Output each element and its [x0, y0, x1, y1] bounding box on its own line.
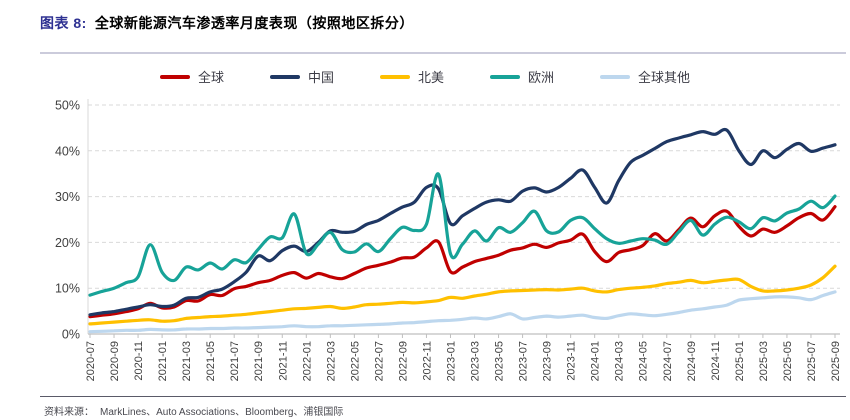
svg-text:2024-07: 2024-07	[662, 341, 674, 381]
legend-item-global: 全球	[159, 67, 224, 86]
legend-swatch-europe	[490, 74, 520, 79]
legend-item-rest-of-world: 全球其他	[600, 67, 690, 86]
legend-item-china: 中国	[269, 67, 334, 86]
legend-label-rest-of-world: 全球其他	[638, 70, 691, 85]
gridlines	[88, 104, 840, 289]
svg-text:2023-11: 2023-11	[566, 341, 578, 381]
svg-text:50%: 50%	[55, 99, 80, 113]
chart-legend: 全球 中国 北美 欧洲 全球其他	[0, 67, 850, 86]
series-rest-of-world	[88, 290, 837, 334]
svg-text:2021-09: 2021-09	[253, 341, 265, 381]
legend-item-europe: 欧洲	[490, 67, 554, 86]
svg-text:2020-11: 2020-11	[133, 341, 145, 381]
svg-text:2021-01: 2021-01	[157, 341, 169, 381]
svg-text:2025-03: 2025-03	[758, 341, 770, 381]
svg-text:2024-05: 2024-05	[638, 341, 650, 381]
svg-text:2021-05: 2021-05	[205, 341, 217, 381]
svg-text:2022-07: 2022-07	[373, 341, 385, 381]
legend-label-china: 中国	[307, 70, 334, 85]
svg-text:2022-09: 2022-09	[397, 341, 409, 381]
legend-swatch-global	[159, 74, 190, 79]
svg-text:2021-11: 2021-11	[277, 341, 289, 381]
figure-title: 图表 8: 全球新能源汽车渗透率月度表现（按照地区拆分）	[40, 13, 414, 33]
legend-label-north-america: 北美	[417, 70, 444, 85]
svg-text:2022-05: 2022-05	[349, 341, 361, 381]
svg-text:2024-09: 2024-09	[686, 341, 698, 381]
svg-text:40%: 40%	[55, 144, 80, 158]
footer-divider	[40, 396, 846, 397]
svg-text:2022-01: 2022-01	[301, 341, 313, 381]
svg-text:2024-11: 2024-11	[710, 341, 722, 381]
series-north-america	[88, 264, 837, 326]
svg-text:2023-09: 2023-09	[542, 341, 554, 381]
legend-swatch-rest-of-world	[600, 74, 631, 79]
legend-label-europe: 欧洲	[528, 70, 555, 85]
series-china	[88, 127, 837, 317]
svg-text:2022-11: 2022-11	[421, 341, 433, 381]
x-axis-labels: 2020-07 2020-09 2020-11 2021-01 2021-03 2021-…	[85, 341, 842, 381]
svg-text:2025-07: 2025-07	[806, 341, 818, 381]
axes	[87, 99, 840, 338]
y-axis-labels: 0% 10% 20% 30% 40% 50%	[55, 99, 80, 342]
svg-text:2024-01: 2024-01	[590, 341, 602, 381]
legend-swatch-north-america	[379, 74, 410, 79]
svg-text:2025-01: 2025-01	[734, 341, 746, 381]
svg-text:2021-03: 2021-03	[181, 341, 193, 381]
svg-text:30%: 30%	[55, 190, 80, 204]
svg-text:20%: 20%	[55, 236, 80, 250]
svg-text:0%: 0%	[62, 328, 80, 342]
svg-text:2023-05: 2023-05	[494, 341, 506, 381]
header-divider	[40, 52, 846, 54]
legend-label-global: 全球	[197, 70, 224, 85]
legend-item-north-america: 北美	[379, 67, 444, 86]
svg-text:2022-03: 2022-03	[325, 341, 337, 381]
series-global	[88, 205, 837, 319]
figure-number: 图表 8:	[40, 15, 87, 31]
svg-text:2021-07: 2021-07	[229, 341, 241, 381]
series-europe	[88, 172, 837, 297]
source-note: 资料来源： MarkLines、Auto Associations、Bloombe…	[44, 403, 343, 418]
svg-text:2023-01: 2023-01	[445, 341, 457, 381]
figure-title-text: 全球新能源汽车渗透率月度表现（按照地区拆分）	[94, 15, 414, 31]
svg-text:2020-07: 2020-07	[85, 341, 97, 381]
svg-text:2020-09: 2020-09	[109, 341, 121, 381]
svg-text:2023-03: 2023-03	[470, 341, 482, 381]
svg-text:2025-09: 2025-09	[830, 341, 842, 381]
source-label: 资料来源：	[44, 407, 94, 418]
svg-text:2025-05: 2025-05	[782, 341, 794, 381]
svg-text:2024-03: 2024-03	[614, 341, 626, 381]
svg-text:10%: 10%	[55, 282, 80, 296]
legend-swatch-china	[269, 74, 300, 79]
source-text: MarkLines、Auto Associations、Bloomberg、浦银…	[100, 407, 344, 418]
svg-text:2023-07: 2023-07	[518, 341, 530, 381]
